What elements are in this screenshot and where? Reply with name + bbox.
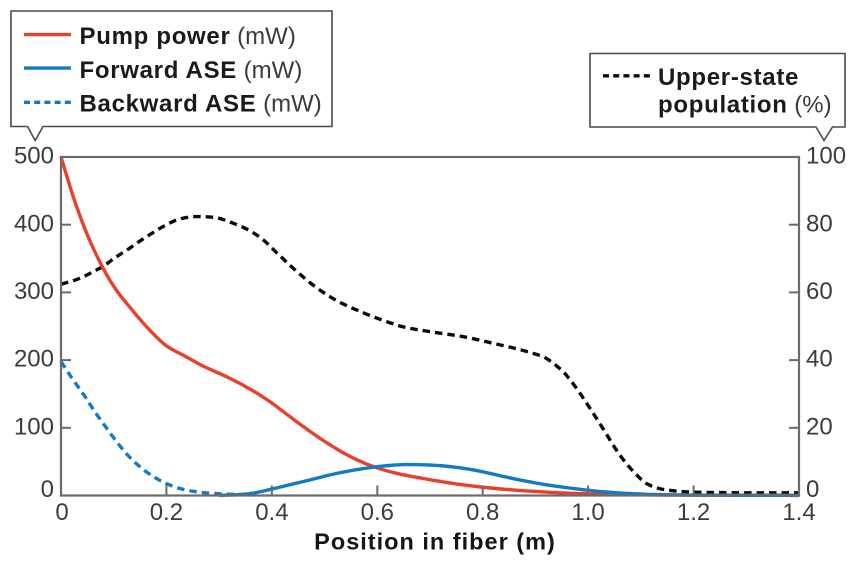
svg-text:100: 100 <box>14 413 54 440</box>
svg-text:80: 80 <box>806 210 833 237</box>
svg-text:Pump power (mW): Pump power (mW) <box>80 23 296 50</box>
svg-text:0: 0 <box>806 476 819 503</box>
svg-text:0.4: 0.4 <box>255 499 288 526</box>
svg-text:0: 0 <box>55 499 68 526</box>
svg-text:20: 20 <box>806 413 833 440</box>
svg-text:300: 300 <box>14 278 54 305</box>
svg-text:0.6: 0.6 <box>361 499 394 526</box>
svg-text:40: 40 <box>806 346 833 373</box>
svg-text:1.2: 1.2 <box>677 499 710 526</box>
svg-text:500: 500 <box>14 143 54 170</box>
svg-text:60: 60 <box>806 278 833 305</box>
svg-text:400: 400 <box>14 210 54 237</box>
svg-text:0: 0 <box>41 476 54 503</box>
svg-text:200: 200 <box>14 346 54 373</box>
svg-text:Upper-state: Upper-state <box>658 64 799 91</box>
svg-text:1.0: 1.0 <box>571 499 604 526</box>
svg-text:0.2: 0.2 <box>150 499 183 526</box>
svg-text:Backward ASE (mW): Backward ASE (mW) <box>80 91 322 118</box>
svg-text:Forward ASE (mW): Forward ASE (mW) <box>80 57 303 84</box>
svg-text:population (%): population (%) <box>658 92 832 119</box>
svg-text:0.8: 0.8 <box>466 499 499 526</box>
svg-text:Position in fiber (m): Position in fiber (m) <box>314 529 556 555</box>
svg-text:1.4: 1.4 <box>782 499 815 526</box>
svg-text:100: 100 <box>806 143 846 170</box>
